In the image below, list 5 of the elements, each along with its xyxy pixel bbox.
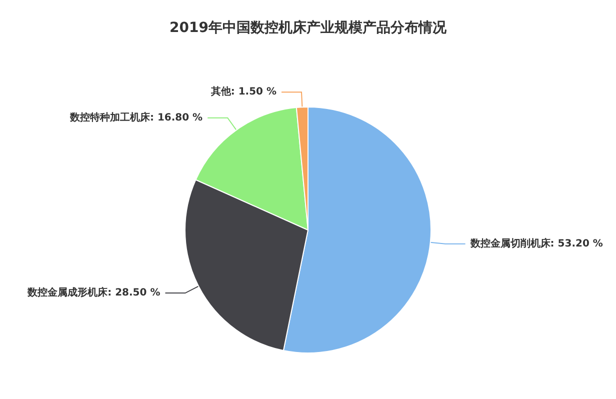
chart-title: 2019年中国数控机床产业规模产品分布情况 <box>170 19 448 36</box>
slice-label: 数控金属成形机床: 28.50 % <box>26 286 160 299</box>
slice-label: 数控金属切削机床: 53.20 % <box>469 237 603 250</box>
slice-label: 数控特种加工机床: 16.80 % <box>68 111 203 124</box>
slice-label: 其他: 1.50 % <box>210 86 276 98</box>
